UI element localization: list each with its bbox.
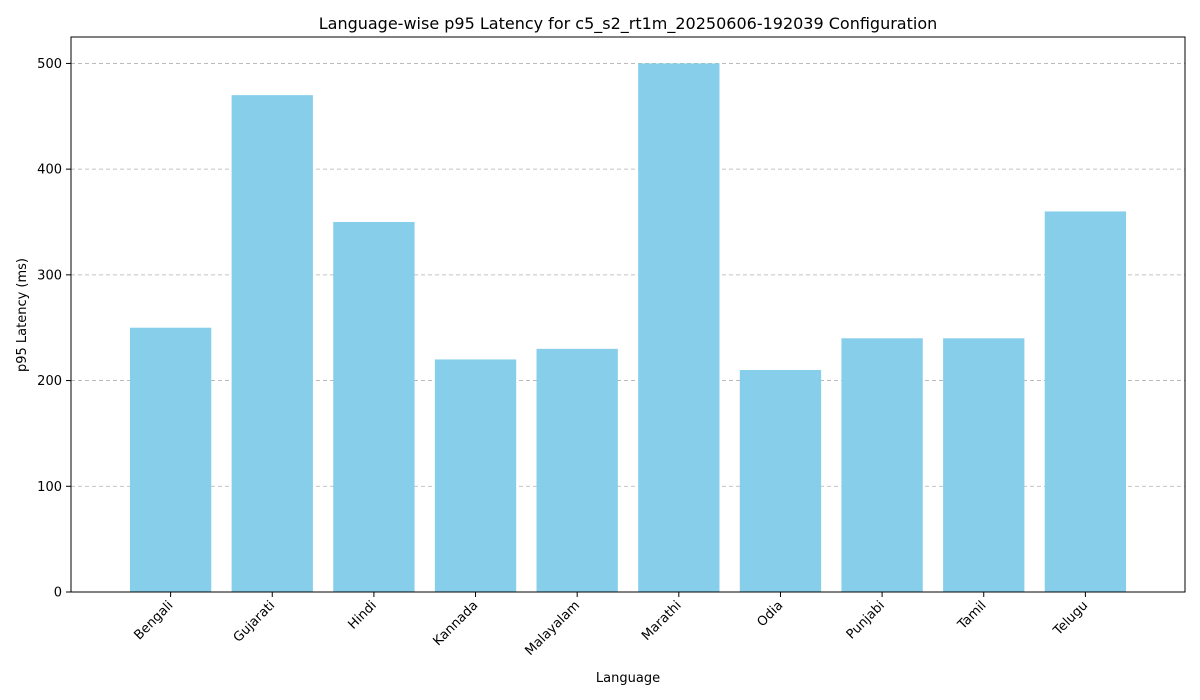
- bar-hindi: [333, 222, 415, 592]
- x-tick-label-bengali: Bengali: [131, 598, 176, 643]
- bar-marathi: [638, 63, 720, 592]
- y-tick-label: 100: [37, 480, 62, 495]
- y-tick-label: 300: [37, 268, 62, 283]
- bar-gujarati: [231, 95, 313, 593]
- bar-kannada: [434, 359, 517, 592]
- x-axis-ticks: Bengali Gujarati Hindi Kannada Malayalam Mara…: [131, 592, 1091, 659]
- x-tick-label-odia: Odia: [754, 598, 786, 630]
- y-tick-label: 0: [54, 586, 62, 601]
- x-axis-label: Language: [596, 671, 660, 686]
- x-tick-label-gujarati: Gujarati: [231, 598, 278, 645]
- y-tick-label: 400: [37, 163, 62, 178]
- x-tick-label-marathi: Marathi: [639, 598, 685, 644]
- bar-punjabi: [841, 338, 923, 592]
- y-tick-label: 200: [37, 374, 62, 389]
- y-axis-label: p95 Latency (ms): [15, 258, 30, 372]
- bar-telugu: [1044, 211, 1127, 592]
- x-tick-label-telugu: Telugu: [1050, 598, 1091, 639]
- y-axis-ticks: 0 100 200 300 400 500: [37, 57, 71, 601]
- x-tick-label-punjabi: Punjabi: [844, 598, 888, 642]
- bars: [129, 63, 1127, 593]
- plot-frame: [70, 36, 1186, 593]
- x-tick-label-kannada: Kannada: [430, 598, 481, 649]
- x-tick-label-hindi: Hindi: [345, 598, 379, 632]
- bar-tamil: [943, 338, 1025, 592]
- x-tick-label-malayalam: Malayalam: [522, 598, 583, 659]
- bar-odia: [739, 370, 822, 592]
- bar-malayalam: [536, 348, 618, 592]
- y-tick-label: 500: [37, 57, 62, 72]
- x-tick-label-tamil: Tamil: [954, 598, 989, 633]
- bar-bengali: [129, 327, 212, 592]
- chart-title: Language-wise p95 Latency for c5_s2_rt1m…: [319, 14, 938, 34]
